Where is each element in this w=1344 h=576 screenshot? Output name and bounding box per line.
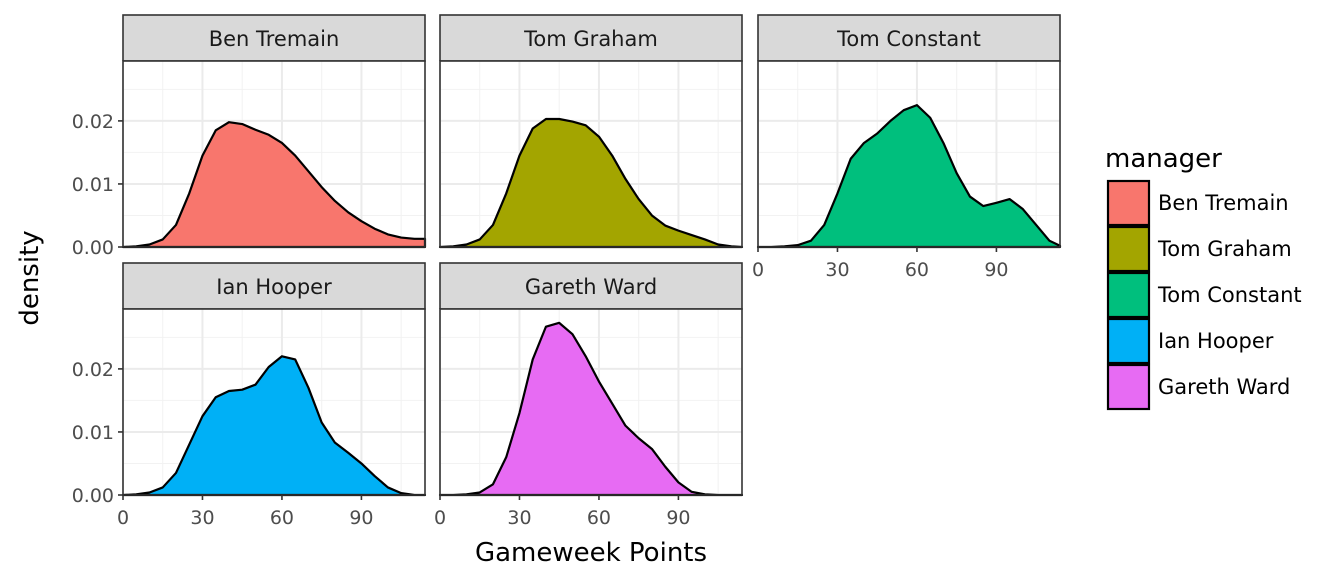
facet-panel: Gareth Ward [438,262,744,497]
x-tick-label: 0 [117,507,129,529]
legend-label: Gareth Ward [1158,375,1290,399]
legend-label: Ben Tremain [1158,191,1289,215]
legend-item: Tom Constant [1106,271,1302,319]
y-tick-label: 0.01 [72,422,114,444]
x-tick-label: 0 [434,507,446,529]
x-tick-label: 90 [349,507,373,529]
facet-strip [439,262,743,310]
legend-item: Tom Graham [1106,225,1292,273]
y-axis-title: density [15,230,45,325]
legend-swatch [1106,225,1151,273]
x-tick-label: 30 [507,507,531,529]
facet-panel: Tom Graham [438,14,744,249]
facet-strip-label: Ben Tremain [209,27,340,51]
facet-strip-label: Gareth Ward [525,275,657,299]
density-area [756,104,1062,249]
x-tick-label: 30 [190,507,214,529]
y-tick-label: 0.00 [72,485,114,507]
legend-swatch [1106,179,1151,227]
density-area [121,355,427,497]
legend-label: Tom Constant [1157,283,1302,307]
legend-item: Gareth Ward [1106,363,1290,411]
legend-swatch [1106,271,1151,319]
density-area [438,117,744,249]
x-tick-label: 0 [752,259,764,281]
facet-strip-label: Tom Constant [836,27,981,51]
legend-item: Ian Hooper [1106,317,1274,365]
panel-border [122,308,426,496]
panel-border [757,60,1061,248]
legend-title: manager [1105,144,1222,174]
panel-border [122,60,426,248]
panel-border [439,60,743,248]
y-tick-label: 0.02 [72,359,114,381]
density-area [121,121,427,249]
y-tick-label: 0.02 [72,111,114,133]
y-axis: 0.00 0.01 0.02 0.00 0.01 0.02 [72,111,123,507]
y-tick-label: 0.00 [72,237,114,259]
facet-strip [757,14,1061,62]
facet-strip-label: Tom Graham [523,27,658,51]
legend-item: Ben Tremain [1106,179,1289,227]
x-tick-label: 60 [587,507,611,529]
x-tick-label: 30 [825,259,849,281]
facet-panel: Tom Constant [756,14,1062,249]
x-axes: 0 30 60 90 0 30 60 90 0 30 60 90 [117,247,1009,529]
y-tick-label: 0.01 [72,174,114,196]
x-axis-title: Gameweek Points [475,538,707,568]
legend: manager Ben Tremain Tom Graham Tom Constan… [1105,144,1302,411]
x-tick-label: 90 [984,259,1008,281]
panel-border [439,308,743,496]
facet-strip [122,14,426,62]
facet-panels: Ben Tremain Tom Graham Tom Constant Ian Hoo… [121,14,1062,497]
legend-label: Tom Graham [1157,237,1292,261]
facet-strip-label: Ian Hooper [216,275,332,299]
facet-strip [122,262,426,310]
facet-panel: Ben Tremain [121,14,427,249]
legend-swatch [1106,363,1151,411]
x-tick-label: 60 [905,259,929,281]
legend-swatch [1106,317,1151,365]
legend-label: Ian Hooper [1158,329,1274,353]
x-tick-label: 90 [666,507,690,529]
x-tick-label: 60 [270,507,294,529]
facet-panel: Ian Hooper [121,262,427,497]
